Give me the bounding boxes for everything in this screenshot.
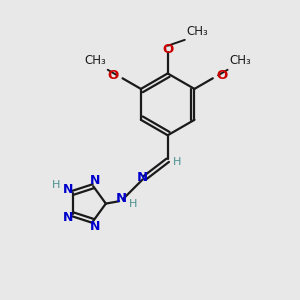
Text: H: H bbox=[173, 157, 181, 167]
Text: CH₃: CH₃ bbox=[186, 25, 208, 38]
Text: CH₃: CH₃ bbox=[229, 54, 251, 67]
Text: O: O bbox=[162, 43, 173, 56]
Text: CH₃: CH₃ bbox=[85, 54, 106, 67]
Text: N: N bbox=[90, 220, 100, 233]
Text: N: N bbox=[63, 183, 73, 196]
Text: N: N bbox=[63, 211, 73, 224]
Text: H: H bbox=[128, 199, 137, 208]
Text: N: N bbox=[116, 192, 127, 206]
Text: O: O bbox=[108, 69, 119, 82]
Text: H: H bbox=[52, 180, 61, 190]
Text: N: N bbox=[90, 174, 100, 187]
Text: O: O bbox=[216, 69, 228, 82]
Text: N: N bbox=[137, 171, 148, 184]
